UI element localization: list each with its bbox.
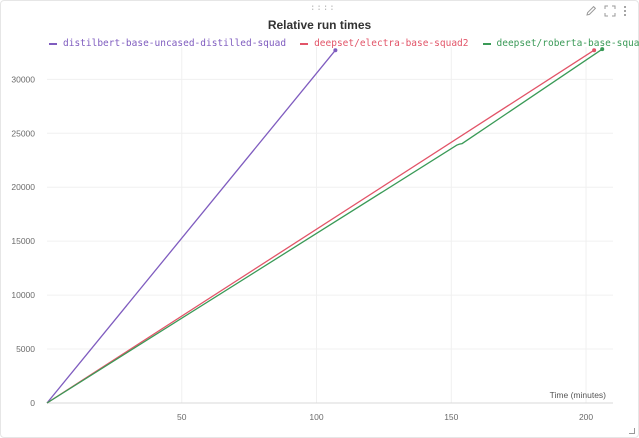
x-tick-label: 100 — [309, 412, 323, 422]
series-line-roberta — [47, 49, 602, 403]
x-tick-label: 50 — [177, 412, 187, 422]
y-tick-label: 5000 — [16, 344, 35, 354]
series-endpoint-distilbert — [333, 48, 337, 52]
resize-handle-icon[interactable] — [629, 428, 635, 434]
y-tick-label: 30000 — [11, 74, 35, 84]
series-line-distilbert — [47, 50, 335, 403]
series-line-electra — [47, 50, 594, 403]
y-tick-label: 25000 — [11, 128, 35, 138]
x-tick-label: 200 — [579, 412, 593, 422]
y-tick-label: 20000 — [11, 182, 35, 192]
series-endpoint-roberta — [600, 47, 604, 51]
y-tick-label: 10000 — [11, 290, 35, 300]
y-tick-label: 0 — [30, 398, 35, 408]
x-tick-label: 150 — [444, 412, 458, 422]
series-endpoint-electra — [592, 48, 596, 52]
x-axis-title: Time (minutes) — [550, 390, 607, 400]
y-tick-label: 15000 — [11, 236, 35, 246]
